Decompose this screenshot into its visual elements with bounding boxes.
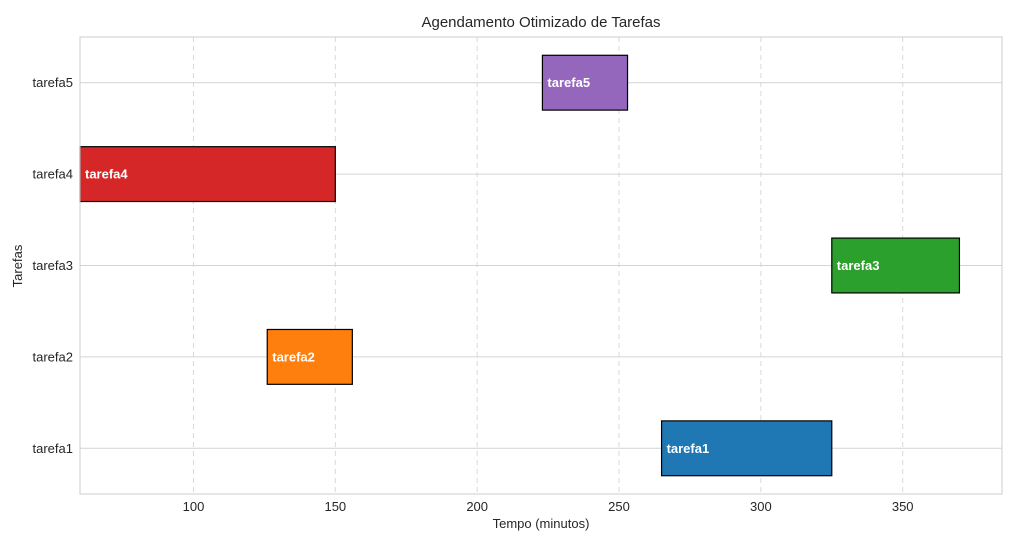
y-axis-label: Tarefas (10, 244, 25, 287)
x-tick-label: 100 (183, 499, 205, 514)
bar-label-tarefa3: tarefa3 (837, 258, 880, 273)
x-axis-label: Tempo (minutos) (493, 516, 590, 531)
bar-tarefa2 (266, 328, 353, 385)
chart-title: Agendamento Otimizado de Tarefas (421, 14, 660, 31)
bar-label-tarefa2: tarefa2 (272, 349, 315, 364)
bar-tarefa4 (79, 146, 336, 203)
tick-labels: 100 150 200 250 300 350 tarefa1 tarefa2 tarefa3 t… (33, 75, 914, 514)
bar-tarefa3 (831, 237, 961, 294)
plot-frame (79, 36, 1003, 495)
x-tick-label: 350 (892, 499, 914, 514)
bar-tarefa1 (660, 420, 833, 477)
y-tick-label: tarefa5 (33, 75, 73, 90)
bar-label-tarefa4: tarefa4 (85, 167, 128, 182)
bar-tarefa5 (541, 54, 629, 111)
y-tick-label: tarefa4 (33, 167, 73, 182)
x-tick-label: 250 (608, 499, 630, 514)
y-tick-label: tarefa2 (33, 349, 73, 364)
x-tick-label: 200 (466, 499, 488, 514)
y-tick-label: tarefa3 (33, 258, 73, 273)
bars: tarefa1 tarefa2 tarefa3 tarefa4 tarefa5 (79, 54, 961, 477)
y-tick-label: tarefa1 (33, 441, 73, 456)
x-tick-label: 150 (324, 499, 346, 514)
x-tick-label: 300 (750, 499, 772, 514)
bar-label-tarefa5: tarefa5 (547, 75, 590, 90)
bar-label-tarefa1: tarefa1 (667, 441, 710, 456)
